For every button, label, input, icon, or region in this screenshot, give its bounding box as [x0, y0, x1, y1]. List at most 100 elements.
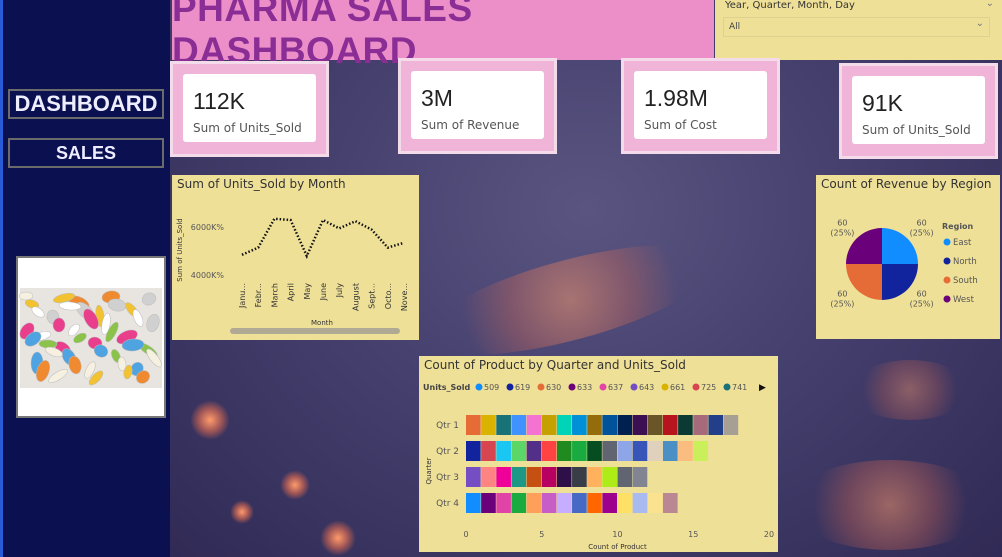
y-tick-label: 6000K%: [191, 223, 225, 232]
bar-segment: [526, 415, 542, 435]
pill-shape: [45, 346, 63, 358]
bar-segment: [662, 415, 678, 435]
pie-chart-panel: Count of Revenue by Region 60 (25%) 60 (25%…: [816, 175, 1000, 339]
bar-segment: [632, 441, 648, 461]
pill-shape: [18, 291, 34, 301]
data-label: 60: [917, 289, 927, 298]
x-tick-label: Febr...: [254, 283, 263, 307]
bar-segment: [556, 493, 572, 513]
pill-shape: [107, 298, 127, 312]
date-slicer[interactable]: Year, Quarter, Month, Day ⌄ All ⌄: [715, 0, 1002, 60]
x-tick-label: April: [287, 283, 296, 301]
kpi-value: 1.98M: [644, 85, 708, 111]
x-tick-label: June: [319, 283, 328, 302]
y-axis-label: Quarter: [425, 457, 433, 484]
bar-segment: [693, 415, 708, 435]
y-tick-label: Qtr 4: [436, 499, 459, 509]
x-tick-label: 20: [764, 530, 774, 539]
data-label: (25%): [910, 299, 934, 308]
data-label: (25%): [830, 229, 854, 238]
nav-dashboard-button[interactable]: DASHBOARD: [8, 89, 164, 119]
pill-shape: [52, 317, 66, 333]
data-label: 60: [837, 289, 847, 298]
kpi-label: Sum of Units_Sold: [193, 121, 302, 135]
kpi-card-cost: 1.98M Sum of Cost: [624, 61, 777, 151]
pill-shape: [121, 338, 145, 352]
bar-segment: [617, 441, 633, 461]
bar-segment: [481, 441, 496, 461]
legend-title: Region: [942, 222, 974, 231]
legend-marker: [943, 295, 951, 303]
slicer-dropdown[interactable]: All ⌄: [723, 17, 990, 37]
pill-shape: [123, 364, 133, 380]
bar-segment: [587, 493, 602, 513]
legend-item: 741: [732, 383, 747, 392]
bar-segment: [481, 415, 496, 435]
chevron-down-icon: ⌄: [975, 18, 984, 29]
pill-shape: [88, 370, 104, 386]
bar-segment: [572, 415, 587, 435]
y-tick-label: 4000K%: [191, 271, 225, 280]
legend-item: 643: [639, 383, 654, 392]
bar-segment: [693, 441, 708, 461]
legend-item: 725: [701, 383, 716, 392]
bar-segment: [496, 415, 511, 435]
bar-segment: [511, 493, 527, 513]
kpi-label: Sum of Cost: [644, 118, 717, 132]
pill-shape: [73, 332, 87, 344]
x-tick-label: Octo...: [384, 283, 393, 309]
bar-segment: [556, 441, 572, 461]
bar-segment: [572, 493, 587, 513]
chart-title: Sum of Units_Sold by Month: [177, 177, 346, 191]
x-tick-label: 5: [539, 530, 544, 539]
x-tick-label: Janu...: [238, 283, 247, 309]
chevron-down-icon[interactable]: ⌄: [985, 0, 994, 9]
kpi-card-revenue: 3M Sum of Revenue: [401, 61, 554, 151]
legend-marker: [692, 383, 700, 391]
data-label: (25%): [910, 229, 934, 238]
pill-shape: [68, 355, 82, 375]
bar-segment: [481, 467, 496, 487]
bar-segment: [466, 493, 481, 513]
bar-segment: [602, 441, 617, 461]
bar-segment: [632, 467, 648, 487]
bar-segment: [678, 441, 693, 461]
pill-shape: [68, 323, 80, 337]
kpi-value: 91K: [862, 90, 903, 116]
bar-segment: [526, 467, 542, 487]
pill-shape: [117, 356, 127, 372]
legend-marker: [943, 238, 951, 246]
bar-segment: [496, 467, 511, 487]
pie-slice-north: [882, 264, 918, 300]
data-label: (25%): [830, 299, 854, 308]
legend-item: 630: [546, 383, 561, 392]
x-tick-label: July: [335, 283, 344, 299]
pills-image: [16, 256, 166, 418]
legend-marker: [599, 383, 607, 391]
legend-marker: [630, 383, 638, 391]
legend-item: 633: [577, 383, 592, 392]
legend-item: South: [953, 276, 978, 286]
bar-segment: [466, 441, 481, 461]
legend-item: 509: [484, 383, 499, 392]
bar-chart-panel: Count of Product by Quarter and Units_So…: [419, 356, 778, 552]
legend-marker: [475, 383, 483, 391]
legend-next-arrow-icon[interactable]: ▶: [759, 383, 766, 393]
bar-segment: [572, 441, 587, 461]
pill-shape: [36, 360, 50, 382]
bar-segment: [541, 441, 557, 461]
bar-segment: [556, 415, 572, 435]
bar-segment: [602, 493, 617, 513]
legend-marker: [661, 383, 669, 391]
x-tick-label: August: [351, 283, 360, 311]
nav-sales-button[interactable]: SALES: [8, 138, 164, 168]
bar-segment: [481, 493, 496, 513]
bar-segment: [602, 415, 617, 435]
bar-segment: [617, 467, 633, 487]
y-axis-label: Sum of Units_Sold: [176, 218, 184, 281]
x-tick-label: Sept...: [368, 283, 377, 309]
legend-marker: [506, 383, 514, 391]
pie-slice-west: [846, 228, 882, 264]
pill-shape: [146, 348, 162, 368]
horizontal-scrollbar[interactable]: [230, 328, 400, 334]
